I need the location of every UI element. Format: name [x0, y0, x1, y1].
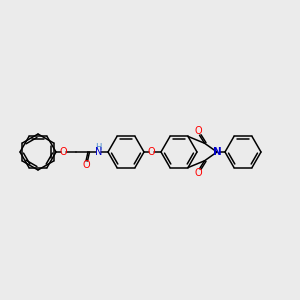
Text: O: O: [147, 147, 155, 157]
Text: O: O: [195, 126, 202, 136]
Text: O: O: [195, 168, 202, 178]
Text: O: O: [59, 147, 67, 157]
Text: H: H: [95, 142, 102, 152]
Text: N: N: [95, 147, 102, 157]
Text: O: O: [82, 160, 90, 170]
Text: N: N: [213, 147, 221, 157]
